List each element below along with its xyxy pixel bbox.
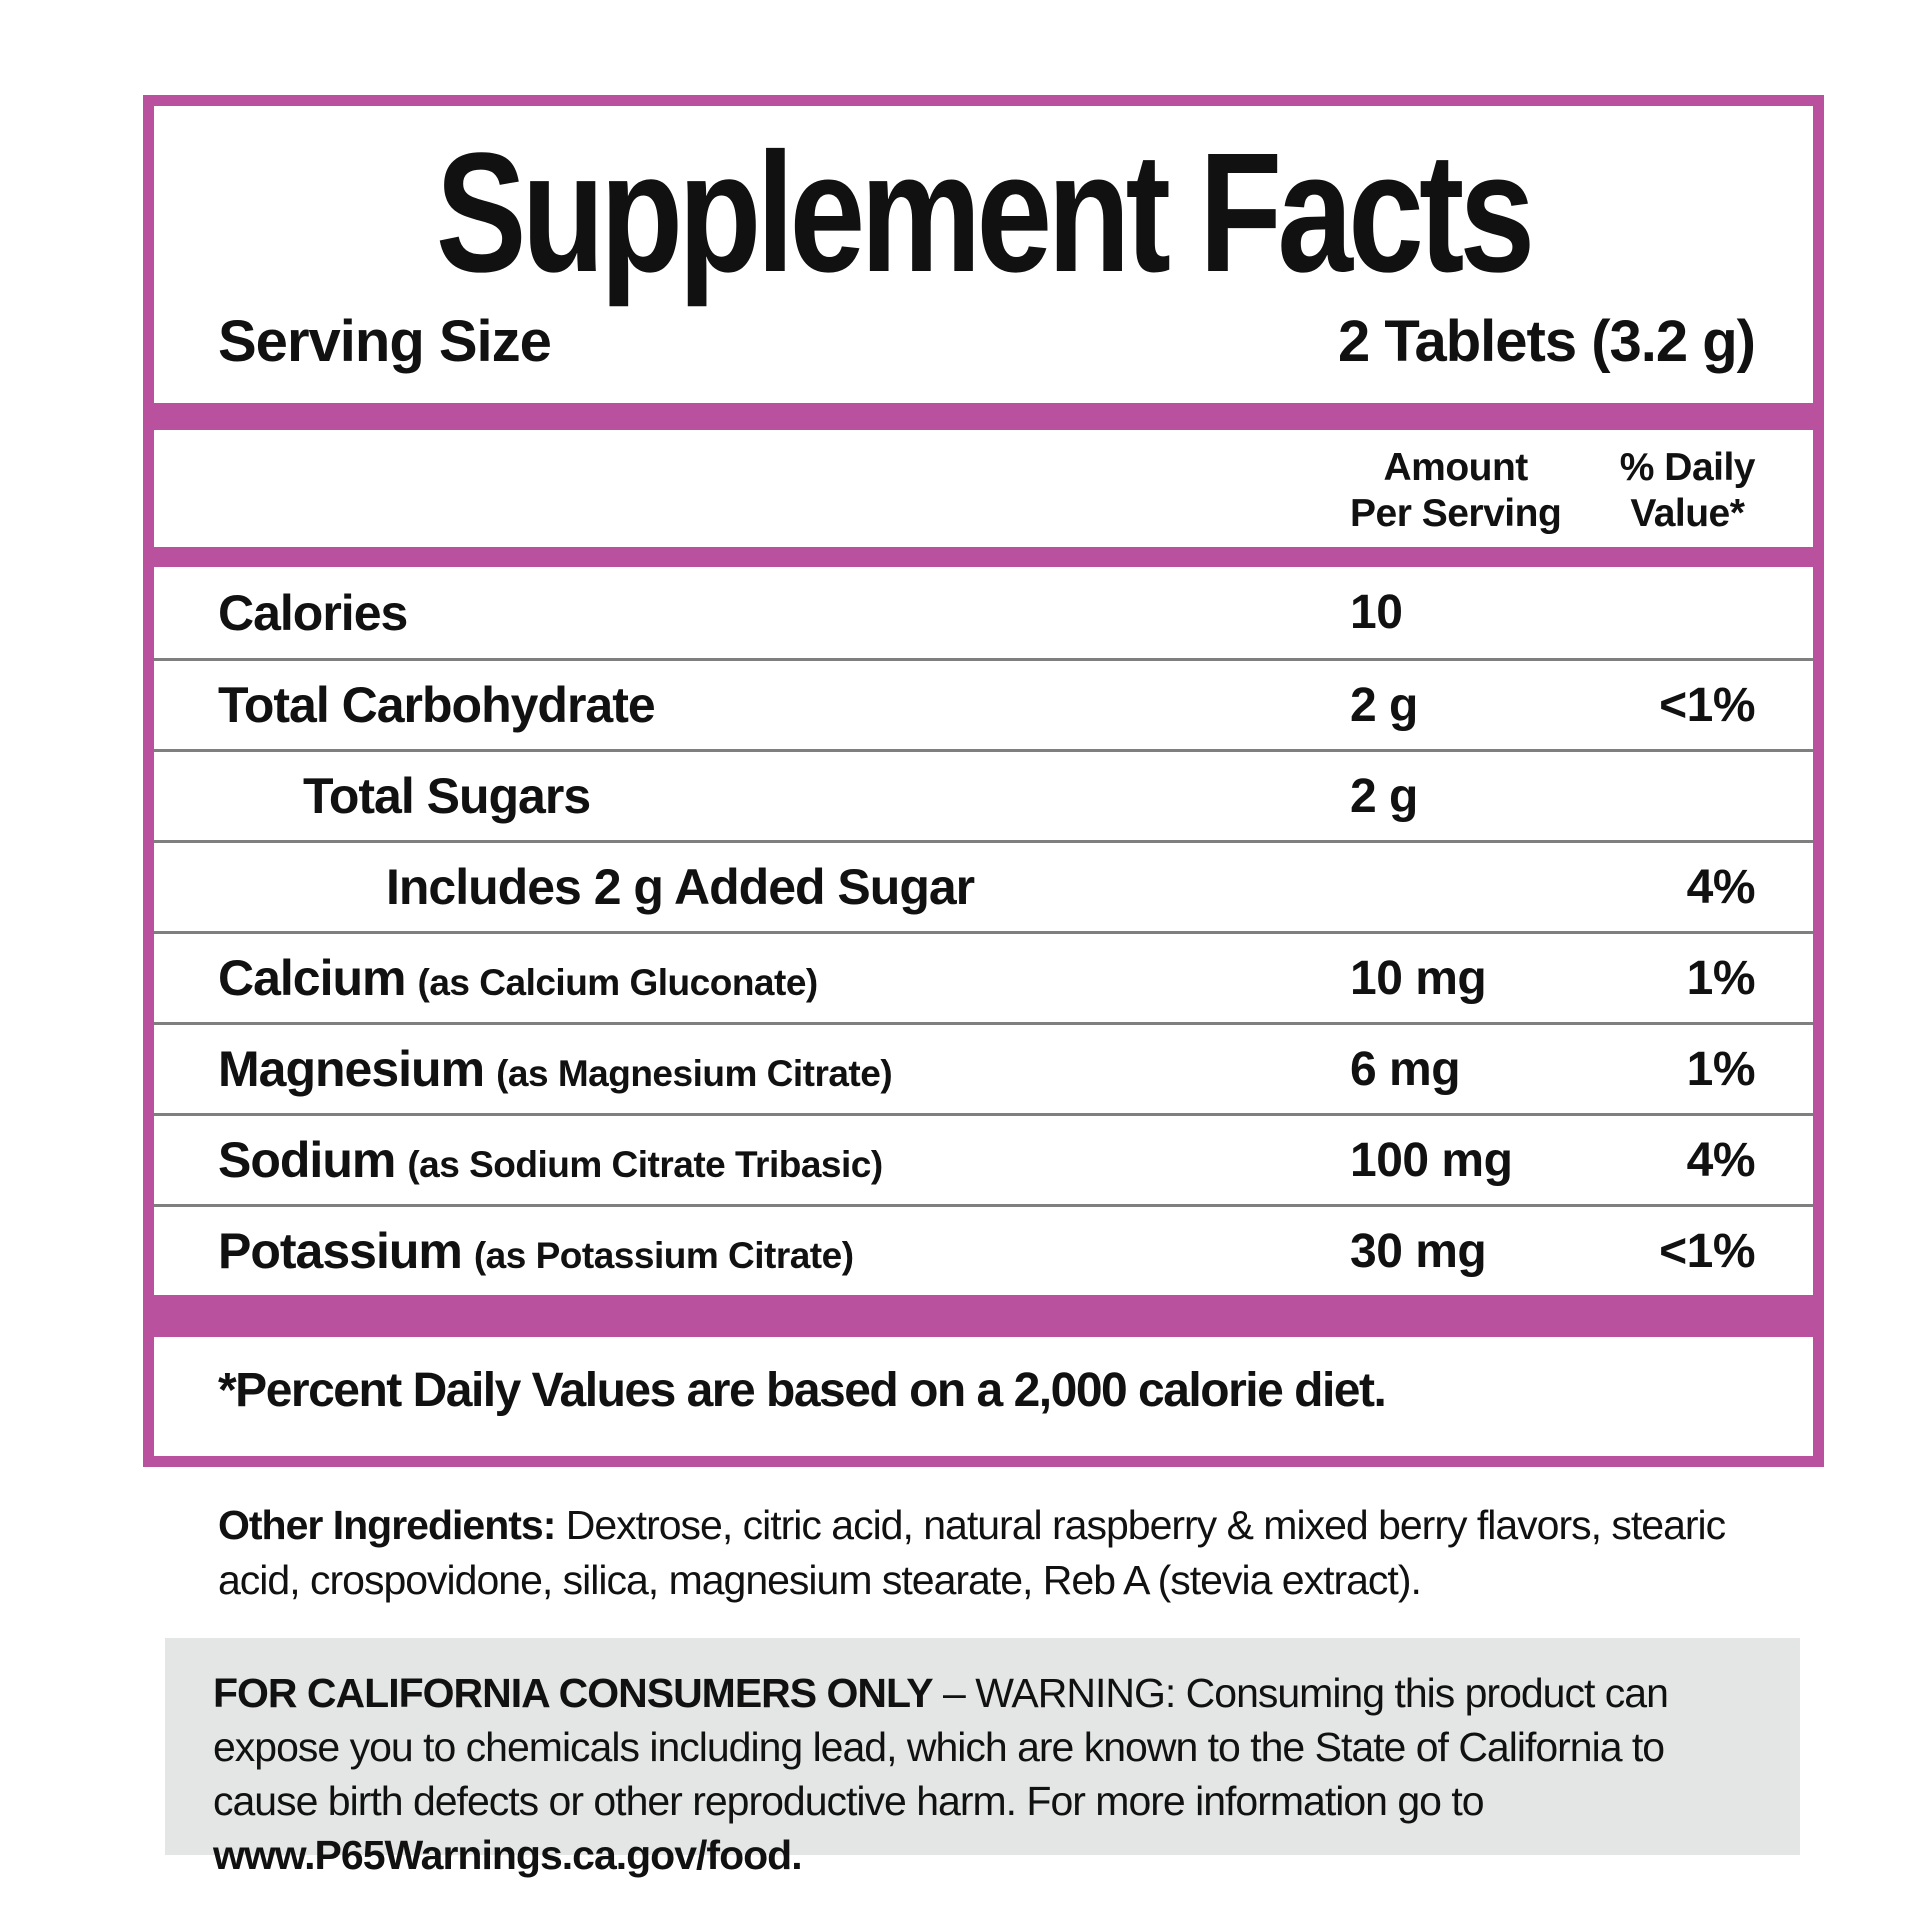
nutrient-daily-value: 1% bbox=[1686, 951, 1756, 1005]
nutrient-name: Total Sugars bbox=[303, 768, 591, 825]
warning-heading: FOR CALIFORNIA CONSUMERS ONLY bbox=[213, 1670, 934, 1716]
serving-size-label: Serving Size bbox=[218, 309, 552, 374]
nutrient-name: Includes 2 g Added Sugar bbox=[386, 859, 975, 916]
nutrient-name: Total Carbohydrate bbox=[218, 677, 656, 734]
warning-body: – WARNING: Consuming this product can ex… bbox=[213, 1670, 1669, 1825]
nutrient-daily-value: 4% bbox=[1686, 860, 1756, 914]
nutrient-amount: 2 g bbox=[1350, 678, 1418, 732]
nutrient-source: (as Magnesium Citrate) bbox=[496, 1053, 893, 1095]
nutrient-rows: Calories 10 Total Carbohydrate 2 g <1% T… bbox=[154, 567, 1813, 1295]
other-ingredients-text: Dextrose, citric acid, natural raspberry… bbox=[218, 1502, 1726, 1603]
row-total-carbohydrate: Total Carbohydrate 2 g <1% bbox=[154, 658, 1813, 749]
row-potassium: Potassium (as Potassium Citrate) 30 mg <1… bbox=[154, 1204, 1813, 1295]
nutrient-amount: 10 mg bbox=[1350, 951, 1487, 1005]
nutrient-daily-value: <1% bbox=[1659, 678, 1755, 732]
nutrient-daily-value: <1% bbox=[1659, 1224, 1755, 1278]
nutrient-name: Sodium bbox=[218, 1132, 396, 1189]
daily-value-footnote: *Percent Daily Values are based on a 2,0… bbox=[218, 1364, 1387, 1418]
column-header-row: Amount Per Serving % Daily Value* bbox=[154, 445, 1813, 537]
row-total-sugars: Total Sugars 2 g bbox=[154, 749, 1813, 840]
serving-size-row: Serving Size 2 Tablets (3.2 g) bbox=[154, 308, 1813, 375]
separator-bar-bottom bbox=[154, 1295, 1813, 1338]
nutrient-source: (as Sodium Citrate Tribasic) bbox=[407, 1144, 883, 1186]
separator-bar-top bbox=[154, 403, 1813, 430]
nutrient-amount: 2 g bbox=[1350, 769, 1418, 823]
nutrient-amount: 6 mg bbox=[1350, 1042, 1461, 1096]
serving-size-value: 2 Tablets (3.2 g) bbox=[1337, 309, 1756, 374]
panel-title-text: Supplement Facts bbox=[436, 118, 1535, 308]
row-calcium: Calcium (as Calcium Gluconate) 10 mg 1% bbox=[154, 931, 1813, 1022]
separator-bar-header bbox=[154, 547, 1813, 568]
row-calories: Calories 10 bbox=[154, 567, 1813, 658]
nutrient-source: (as Calcium Gluconate) bbox=[417, 962, 819, 1004]
nutrient-amount: 10 bbox=[1350, 586, 1403, 640]
nutrient-name: Magnesium bbox=[218, 1041, 485, 1098]
nutrient-amount: 30 mg bbox=[1350, 1224, 1487, 1278]
other-ingredients-label: Other Ingredients: bbox=[218, 1502, 556, 1548]
warning-url: www.P65Warnings.ca.gov/food. bbox=[213, 1832, 803, 1879]
nutrient-name: Calories bbox=[218, 584, 408, 641]
nutrient-daily-value: 1% bbox=[1686, 1042, 1756, 1096]
row-added-sugar: Includes 2 g Added Sugar 4% bbox=[154, 840, 1813, 931]
nutrient-name: Potassium bbox=[218, 1223, 463, 1280]
column-header-amount: Amount Per Serving bbox=[1350, 446, 1562, 536]
california-warning: FOR CALIFORNIA CONSUMERS ONLY – WARNING:… bbox=[165, 1638, 1800, 1878]
supplement-facts-panel: Supplement Facts Serving Size 2 Tablets … bbox=[143, 95, 1824, 1467]
panel-title: Supplement Facts bbox=[154, 128, 1813, 298]
row-sodium: Sodium (as Sodium Citrate Tribasic) 100 m… bbox=[154, 1113, 1813, 1204]
other-ingredients: Other Ingredients: Dextrose, citric acid… bbox=[218, 1498, 1783, 1607]
nutrient-daily-value: 4% bbox=[1686, 1133, 1756, 1187]
nutrient-amount: 100 mg bbox=[1350, 1133, 1513, 1187]
column-header-daily-value: % Daily Value* bbox=[1619, 446, 1756, 536]
row-magnesium: Magnesium (as Magnesium Citrate) 6 mg 1% bbox=[154, 1022, 1813, 1113]
nutrient-name: Calcium bbox=[218, 950, 407, 1007]
nutrient-source: (as Potassium Citrate) bbox=[473, 1235, 854, 1277]
column-header-spacer bbox=[218, 445, 1350, 537]
